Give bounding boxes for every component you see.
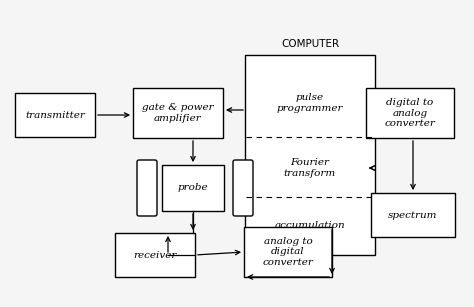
Text: gate & power
amplifier: gate & power amplifier: [142, 103, 214, 123]
Text: transmitter: transmitter: [25, 111, 85, 119]
Text: Fourier
transform: Fourier transform: [284, 158, 336, 178]
Text: COMPUTER: COMPUTER: [281, 39, 339, 49]
Bar: [371, 193, 455, 237]
Bar: [115, 233, 195, 277]
Bar: [244, 227, 332, 277]
Bar: [133, 88, 223, 138]
Text: accumulation: accumulation: [275, 220, 346, 230]
FancyBboxPatch shape: [233, 160, 253, 216]
Text: analog to
digital
converter: analog to digital converter: [263, 237, 313, 267]
Text: probe: probe: [178, 184, 208, 192]
Bar: [162, 165, 224, 211]
Bar: [15, 93, 95, 137]
Text: spectrum: spectrum: [388, 211, 438, 220]
Text: digital to
analog
converter: digital to analog converter: [384, 98, 436, 128]
Bar: [366, 88, 454, 138]
Text: receiver: receiver: [133, 251, 177, 259]
Text: pulse
programmer: pulse programmer: [277, 93, 343, 113]
Bar: [245, 55, 375, 255]
FancyBboxPatch shape: [137, 160, 157, 216]
